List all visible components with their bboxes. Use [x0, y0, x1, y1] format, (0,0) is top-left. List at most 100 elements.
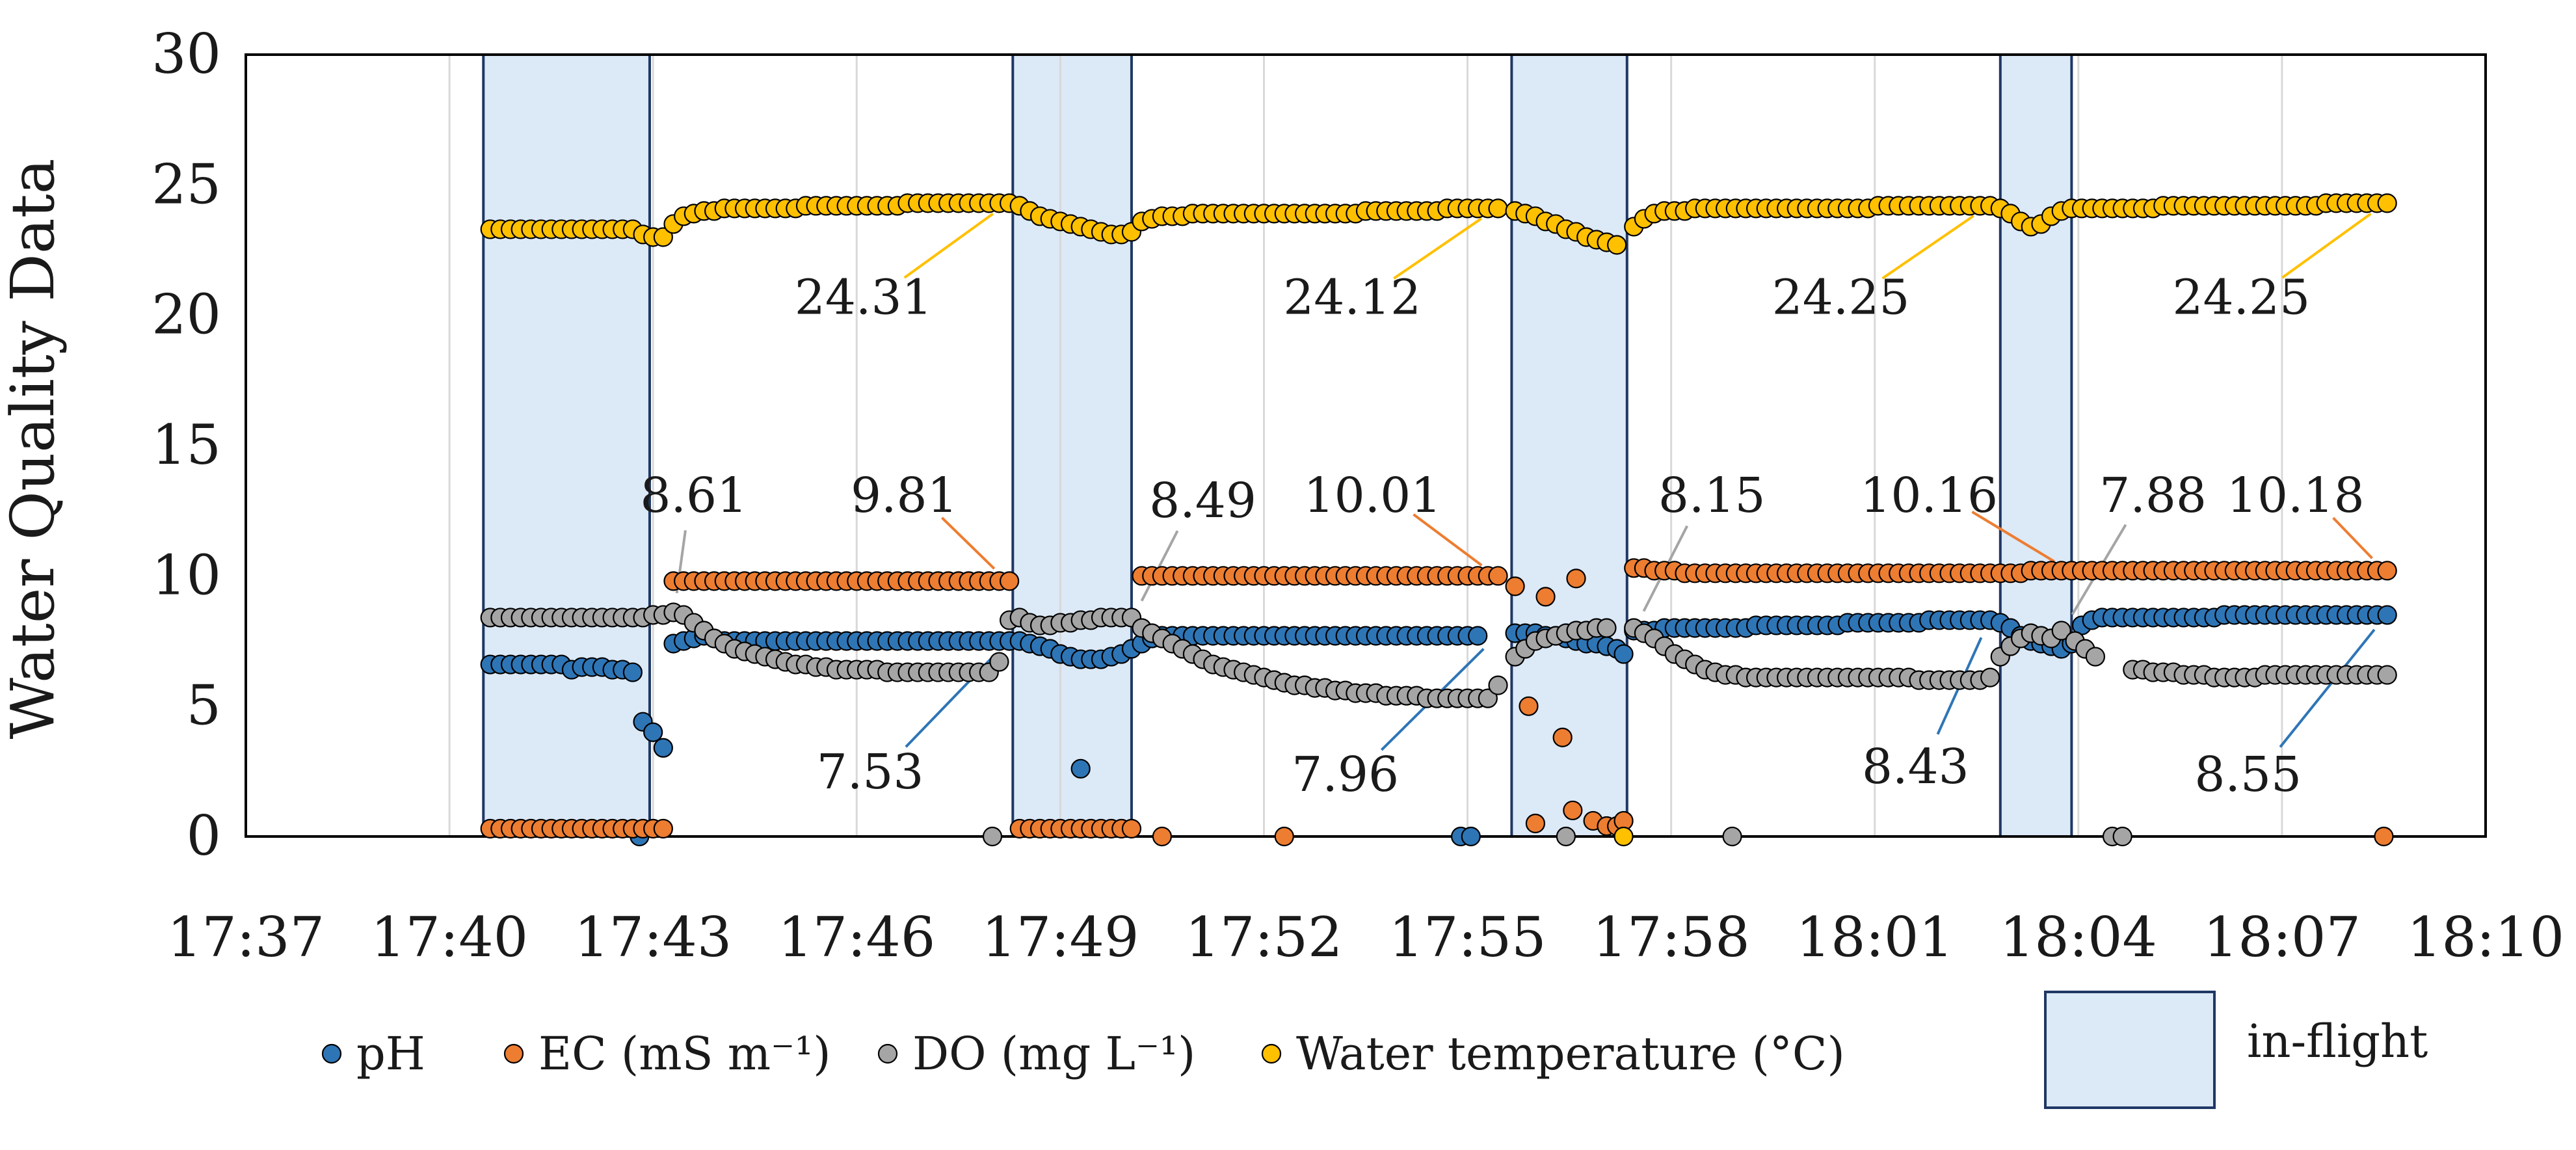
do-point [2112, 826, 2132, 847]
ec-point [1563, 800, 1583, 821]
legend-swatch-in-flight [2044, 991, 2216, 1109]
legend-marker [321, 1043, 342, 1064]
x-tick-label: 17:43 [574, 905, 732, 969]
water-temperature-point [653, 227, 673, 247]
legend-label: DO (mg L⁻¹) [912, 1027, 1195, 1080]
annotation-labels: 24.31 24.12 24.25 24.25 9.81 10.01 10.16 10.18 8… [640, 270, 2364, 803]
ec-point [1488, 566, 1508, 586]
do-point [989, 652, 1009, 672]
y-tick-label: 25 [152, 152, 221, 216]
ph-point [643, 722, 663, 742]
x-tick-label: 17:52 [1185, 905, 1342, 969]
legend-marker [1261, 1043, 1282, 1064]
do-point [1597, 618, 1617, 638]
ph-point [1070, 758, 1091, 779]
do-point [1478, 688, 1498, 708]
annotation-leader [1140, 530, 1179, 602]
annotation-leader [903, 212, 994, 279]
series-do [480, 602, 2397, 847]
x-tick-label: 18:04 [2000, 905, 2157, 969]
annotation-leader [1971, 511, 2055, 563]
do-point [1556, 826, 1576, 847]
data-points [480, 193, 2397, 847]
ec-point [1552, 727, 1573, 747]
annotation-label: 7.96 [1292, 747, 1399, 803]
do-point [2051, 621, 2071, 641]
do-point [1722, 826, 1742, 847]
water-temperature-point [2377, 193, 2397, 213]
ec-point [1274, 826, 1294, 847]
annotation-label: 10.01 [1304, 468, 1442, 524]
legend-marker [503, 1043, 524, 1064]
ph-point [2377, 605, 2397, 625]
annotation-label: 24.31 [795, 270, 933, 326]
ph-point [1468, 626, 1488, 646]
ph-point [1613, 644, 1634, 664]
annotation-label: 10.16 [1860, 468, 1998, 524]
ec-point [2374, 826, 2394, 847]
y-tick-label: 0 [187, 804, 221, 868]
ec-point [1525, 813, 1546, 834]
x-tick-label: 18:10 [2407, 905, 2564, 969]
annotation-leader [2279, 628, 2376, 748]
x-tick-label: 17:55 [1389, 905, 1547, 969]
annotation-label: 9.81 [851, 468, 958, 524]
legend-label: pH [356, 1027, 425, 1080]
annotation-label: 8.43 [1862, 739, 1969, 795]
legend-marker [877, 1043, 898, 1064]
ph-point [622, 662, 643, 682]
legend-label: in-flight [2247, 1015, 2428, 1068]
x-tick-label: 18:01 [1796, 905, 1954, 969]
annotation-leader [941, 516, 996, 570]
ph-point [1461, 826, 1481, 847]
annotation-label: 10.18 [2227, 468, 2365, 524]
legend-item-ec: EC (mS m⁻¹) [503, 1027, 831, 1080]
y-tick-label: 5 [187, 674, 221, 738]
water-temperature-point [1488, 198, 1508, 219]
ph-point [653, 738, 673, 758]
in-flight-band [1510, 53, 1628, 838]
annotation-label: 24.12 [1283, 270, 1421, 326]
annotation-leader [1413, 513, 1483, 567]
do-point [2377, 665, 2397, 685]
legend: pH EC (mS m⁻¹) DO (mg L⁻¹) Water temperatur… [321, 991, 2428, 1109]
ec-point [653, 818, 673, 839]
in-flight-band [1011, 53, 1133, 838]
x-tick-label: 17:46 [778, 905, 935, 969]
y-tick-label: 15 [152, 413, 221, 477]
y-tick-label: 20 [152, 283, 221, 347]
x-tick-label: 17:58 [1593, 905, 1750, 969]
x-tick-label: 17:40 [371, 905, 528, 969]
x-tick-label: 18:07 [2203, 905, 2361, 969]
annotation-label: 7.53 [817, 744, 924, 800]
ec-point [1121, 818, 1142, 839]
in-flight-band [482, 53, 651, 838]
annotation-leader [2332, 516, 2373, 559]
series-water-temperature [480, 193, 2397, 847]
do-point [982, 826, 1003, 847]
axes: 17:37 17:40 17:43 17:46 17:49 17:52 17:55 17:58… [152, 22, 2564, 969]
annotation-leader [1881, 215, 1974, 280]
water-temperature-point [1613, 826, 1634, 847]
ec-point [1566, 568, 1586, 589]
series-ec [480, 558, 2397, 847]
legend-item-water-temperature: Water temperature (°C) [1261, 1027, 1845, 1080]
y-tick-label: 30 [152, 22, 221, 86]
ec-point [1535, 587, 1556, 607]
in-flight-band [1998, 53, 2073, 838]
do-point [1980, 667, 2000, 688]
y-axis-title: Water Quality Data [0, 158, 68, 739]
annotation-leader [1393, 217, 1482, 280]
legend-item-ph: pH [321, 1027, 425, 1080]
ec-point [1152, 826, 1173, 847]
ec-point [2377, 561, 2397, 581]
annotation-label: 8.15 [1658, 468, 1766, 524]
x-tick-label: 17:37 [167, 905, 325, 969]
ec-point [1505, 576, 1525, 596]
plot-frame [245, 53, 2487, 838]
annotation-label: 8.55 [2194, 747, 2302, 803]
do-point [2085, 647, 2106, 667]
legend-label: Water temperature (°C) [1296, 1027, 1845, 1080]
do-point [1488, 675, 1508, 695]
